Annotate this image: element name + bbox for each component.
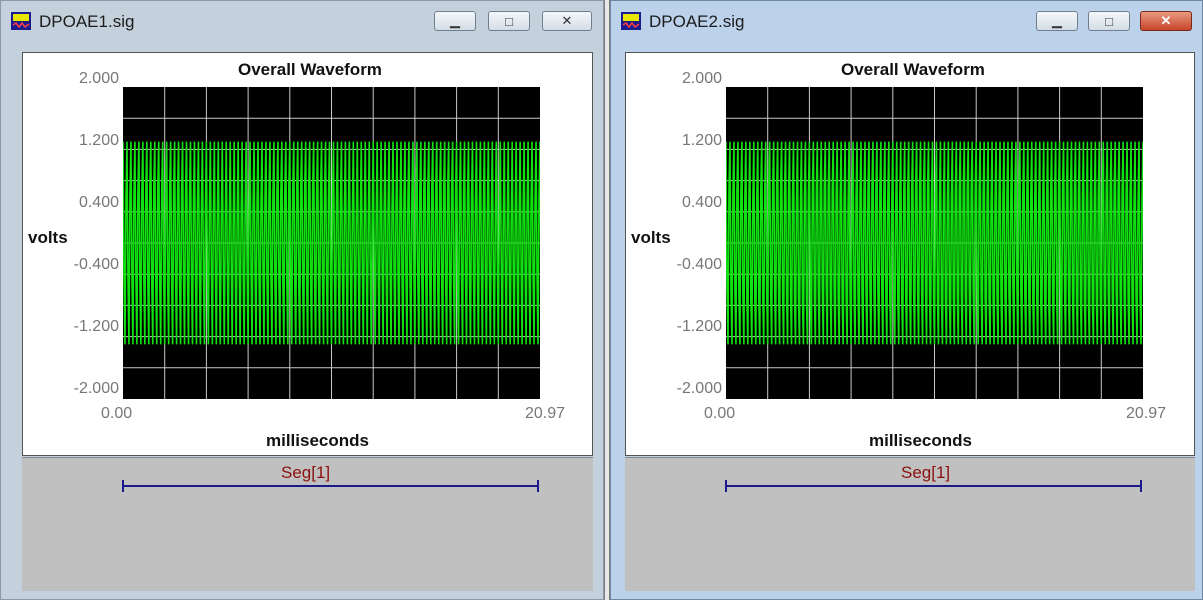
y-tick-label: -0.400: [73, 256, 119, 273]
minimize-button[interactable]: ▁: [434, 11, 476, 31]
y-axis-label: volts: [631, 228, 671, 247]
maximize-button[interactable]: □: [1088, 11, 1130, 31]
close-button[interactable]: ✕: [542, 11, 592, 31]
window-title: DPOAE1.sig: [39, 12, 135, 31]
plot-area: Overall Waveform 2.000 1.200 0.400 -0.40…: [22, 52, 593, 456]
waveform-trace: [123, 141, 540, 345]
waveform-plot: [726, 87, 1143, 399]
title-bar[interactable]: DPOAE1.sig ▁ □ ✕: [1, 1, 603, 41]
y-tick-label: 0.400: [681, 194, 722, 211]
y-tick-label: -0.400: [676, 256, 722, 273]
waveform-svg: [123, 87, 540, 399]
window-divider: [604, 0, 610, 600]
x-axis-label: milliseconds: [869, 431, 972, 450]
x-tick-label: 20.97: [1126, 405, 1167, 422]
y-tick-label: -2.000: [73, 380, 119, 397]
y-tick-label: 1.200: [78, 132, 119, 149]
segment-bar[interactable]: [123, 485, 539, 487]
waveform-trace: [726, 141, 1143, 345]
x-tick-label: 0.00: [101, 405, 133, 422]
signal-file-icon: [621, 12, 641, 30]
x-axis-label: milliseconds: [266, 431, 369, 450]
waveform-svg: [726, 87, 1143, 399]
plot-area: Overall Waveform 2.000 1.200 0.400 -0.40…: [625, 52, 1195, 456]
segment-start-handle[interactable]: [122, 480, 124, 492]
waveform-window-2: DPOAE2.sig ▁ □ ✕ Overall Waveform 2.000 …: [610, 0, 1203, 600]
segment-start-handle[interactable]: [725, 480, 727, 492]
y-tick-label: 1.200: [681, 132, 722, 149]
segment-panel: Seg[1]: [625, 457, 1195, 591]
segment-label: Seg[1]: [281, 463, 331, 482]
title-bar[interactable]: DPOAE2.sig ▁ □ ✕: [611, 1, 1202, 41]
chart-title: Overall Waveform: [238, 60, 382, 79]
segment-panel: Seg[1]: [22, 457, 593, 591]
close-button[interactable]: ✕: [1140, 11, 1192, 31]
maximize-button[interactable]: □: [488, 11, 530, 31]
segment-label: Seg[1]: [901, 463, 951, 482]
segment-end-handle[interactable]: [537, 480, 539, 492]
y-tick-label: -2.000: [676, 380, 722, 397]
y-tick-label: -1.200: [676, 318, 722, 335]
segment-bar[interactable]: [726, 485, 1142, 487]
chart-title: Overall Waveform: [841, 60, 985, 79]
x-tick-label: 20.97: [525, 405, 566, 422]
y-tick-label: 2.000: [681, 70, 722, 87]
waveform-window-1: DPOAE1.sig ▁ □ ✕ Overall Waveform 2.000 …: [0, 0, 604, 600]
minimize-button[interactable]: ▁: [1036, 11, 1078, 31]
x-tick-label: 0.00: [704, 405, 736, 422]
y-tick-label: 2.000: [78, 70, 119, 87]
segment-end-handle[interactable]: [1140, 480, 1142, 492]
waveform-plot: [123, 87, 540, 399]
window-title: DPOAE2.sig: [649, 12, 745, 31]
y-axis-label: volts: [28, 228, 68, 247]
y-tick-label: -1.200: [73, 318, 119, 335]
y-tick-label: 0.400: [78, 194, 119, 211]
signal-file-icon: [11, 12, 31, 30]
